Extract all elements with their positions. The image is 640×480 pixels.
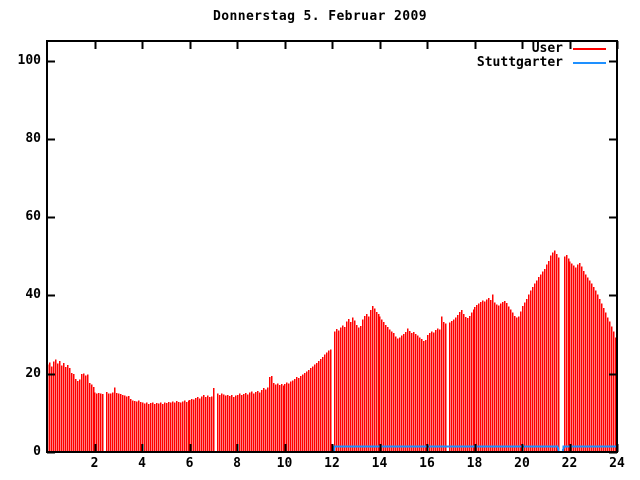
x-tick-label: 18 bbox=[466, 456, 483, 471]
x-tick-label: 24 bbox=[609, 456, 625, 471]
y-tick-label: 80 bbox=[25, 130, 41, 146]
legend-line-sample-stuttgarter bbox=[573, 62, 606, 64]
x-tick-label: 10 bbox=[276, 456, 293, 471]
y-tick-label: 40 bbox=[25, 287, 41, 303]
chart-title: Donnerstag 5. Februar 2009 bbox=[213, 9, 427, 24]
legend-label-stuttgarter: Stuttgarter bbox=[476, 55, 563, 70]
legend-line-sample-user bbox=[573, 48, 606, 50]
x-tick-label: 22 bbox=[561, 456, 578, 471]
x-tick-label: 4 bbox=[138, 456, 146, 471]
x-tick-label: 20 bbox=[514, 456, 530, 471]
y-tick-label: 20 bbox=[25, 365, 41, 381]
x-tick-label: 16 bbox=[419, 456, 435, 471]
x-tick-label: 12 bbox=[324, 456, 340, 471]
x-tick-label: 2 bbox=[90, 456, 99, 471]
plot-border bbox=[46, 40, 618, 453]
x-tick-label: 6 bbox=[185, 456, 194, 471]
x-tick-label: 14 bbox=[371, 456, 388, 471]
y-tick-label: 100 bbox=[17, 52, 41, 68]
y-tick-label: 60 bbox=[25, 209, 41, 225]
x-tick-label: 8 bbox=[233, 456, 241, 471]
y-tick-label: 0 bbox=[33, 444, 41, 459]
legend-label-user: User bbox=[531, 41, 563, 56]
